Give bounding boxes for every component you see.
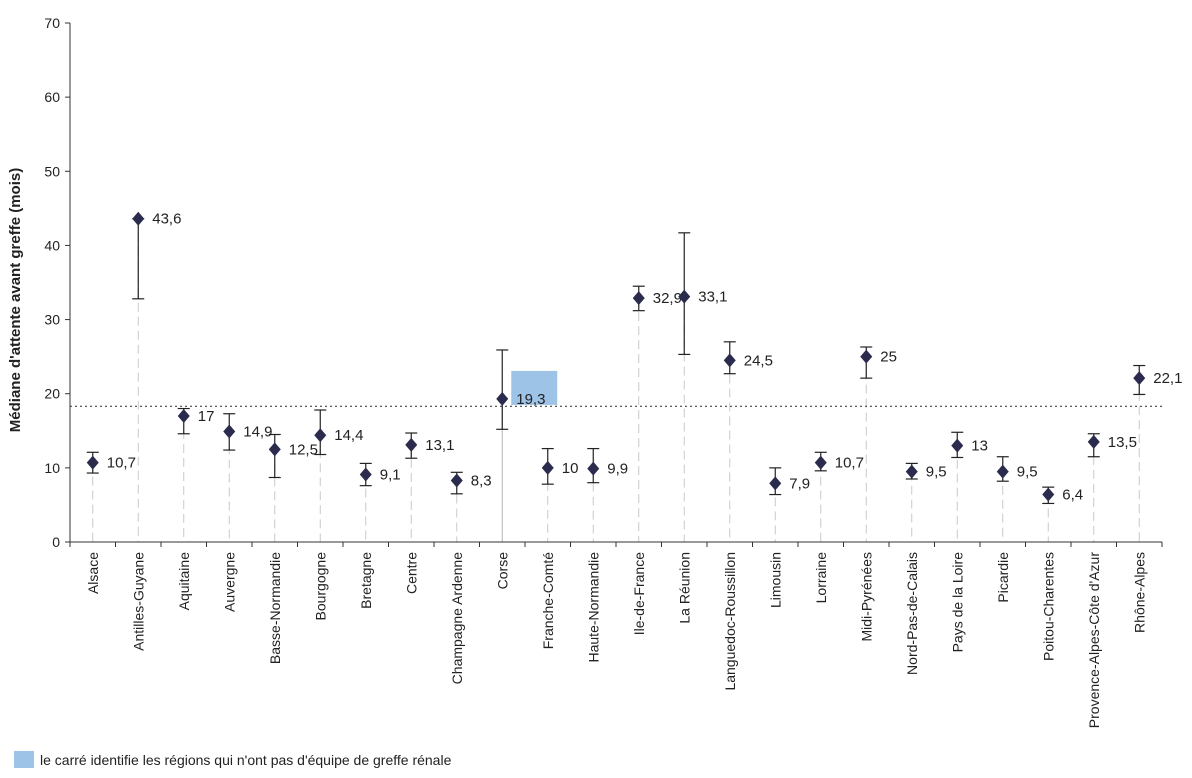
data-label: 9,1 bbox=[380, 467, 401, 484]
legend-swatch bbox=[14, 751, 34, 768]
x-tick-label: Limousin bbox=[767, 552, 783, 608]
data-point bbox=[814, 455, 827, 470]
data-point bbox=[86, 455, 99, 470]
x-tick-label: Centre bbox=[403, 552, 419, 594]
x-tick-label: Champagne Ardenne bbox=[449, 552, 465, 685]
data-label: 7,9 bbox=[789, 475, 810, 492]
y-axis-label: Médiane d'attente avant greffe (mois) bbox=[7, 168, 24, 432]
data-point bbox=[905, 464, 918, 479]
x-tick-label: Alsace bbox=[85, 552, 101, 594]
y-tick-label: 30 bbox=[44, 312, 60, 328]
no-team-highlight bbox=[511, 370, 558, 405]
y-tick-label: 50 bbox=[44, 163, 60, 179]
data-label: 10,7 bbox=[107, 455, 136, 472]
data-point bbox=[1133, 371, 1146, 386]
x-tick-label: Rhône-Alpes bbox=[1131, 552, 1147, 633]
data-point bbox=[996, 464, 1009, 479]
data-point bbox=[860, 349, 873, 364]
x-tick-label: Aquitaine bbox=[176, 552, 192, 611]
data-label: 22,1 bbox=[1153, 370, 1182, 387]
x-tick-label: Antilles-Guyane bbox=[130, 552, 146, 651]
data-label: 8,3 bbox=[471, 472, 492, 489]
x-tick-label: Picardie bbox=[995, 552, 1011, 603]
data-point bbox=[678, 289, 691, 304]
data-point bbox=[268, 442, 281, 457]
chart-marks: 10,7 43,6 17 14,9 12,5 14,4 9,1 13,1 8,3 19,3 10 9,… bbox=[86, 211, 1182, 505]
data-point bbox=[951, 438, 964, 453]
data-point bbox=[223, 424, 236, 439]
legend: le carré identifie les régions qui n'ont… bbox=[14, 751, 451, 768]
x-tick-label: Franche-Comté bbox=[540, 552, 556, 649]
chart-axes: 0 10 20 30 40 50 60 70 Alsace Antilles-Guyane Aqui… bbox=[44, 15, 1163, 729]
x-tick-label: Poitou-Charentes bbox=[1040, 552, 1056, 661]
x-tick-label: Lorraine bbox=[813, 552, 829, 604]
data-point bbox=[587, 461, 600, 476]
data-label: 9,5 bbox=[926, 464, 947, 481]
data-label: 9,5 bbox=[1017, 464, 1038, 481]
data-point bbox=[632, 291, 645, 306]
data-label: 33,1 bbox=[698, 289, 727, 306]
x-tick-label: La Réunion bbox=[676, 552, 692, 624]
data-point bbox=[1042, 487, 1055, 502]
data-point bbox=[359, 467, 372, 482]
data-point bbox=[405, 437, 418, 452]
x-tick-label: Auvergne bbox=[221, 552, 237, 612]
x-tick-label: Provence-Alpes-Côte d'Azur bbox=[1086, 552, 1102, 729]
data-point bbox=[541, 460, 554, 475]
data-label: 25 bbox=[880, 349, 897, 366]
y-tick-label: 20 bbox=[44, 386, 60, 402]
x-tick-label: Midi-Pyrénées bbox=[858, 552, 874, 641]
data-label: 9,9 bbox=[607, 461, 628, 478]
x-tick-label: Bretagne bbox=[358, 552, 374, 609]
y-tick-label: 40 bbox=[44, 237, 60, 253]
data-label: 24,5 bbox=[744, 352, 773, 369]
data-label: 43,6 bbox=[152, 211, 181, 228]
y-tick-label: 70 bbox=[44, 15, 60, 31]
data-point bbox=[769, 476, 782, 491]
data-label: 14,4 bbox=[334, 427, 363, 444]
data-label: 13 bbox=[971, 438, 988, 455]
x-tick-label: Ile-de-France bbox=[631, 552, 647, 635]
chart-grid bbox=[70, 218, 1162, 542]
data-point bbox=[314, 428, 327, 443]
data-label: 19,3 bbox=[516, 391, 545, 408]
x-tick-label: Basse-Normandie bbox=[267, 552, 283, 664]
y-tick-label: 10 bbox=[44, 460, 60, 476]
data-point bbox=[1087, 434, 1100, 449]
data-label: 13,5 bbox=[1108, 434, 1137, 451]
x-tick-label: Nord-Pas-de-Calais bbox=[904, 552, 920, 675]
data-label: 32,9 bbox=[653, 290, 682, 307]
data-point bbox=[177, 408, 190, 423]
data-label: 14,9 bbox=[243, 424, 272, 441]
y-tick-label: 60 bbox=[44, 89, 60, 105]
data-label: 10 bbox=[562, 460, 579, 477]
data-point bbox=[132, 211, 145, 226]
data-point bbox=[450, 473, 463, 488]
x-tick-label: Pays de la Loire bbox=[949, 552, 965, 653]
data-point bbox=[723, 353, 736, 368]
x-tick-label: Languedoc-Roussillon bbox=[722, 552, 738, 691]
data-label: 13,1 bbox=[425, 437, 454, 454]
y-tick-label: 0 bbox=[52, 534, 60, 550]
x-tick-label: Corse bbox=[494, 552, 510, 590]
data-point bbox=[496, 391, 509, 406]
data-label: 10,7 bbox=[835, 455, 864, 472]
data-label: 17 bbox=[198, 408, 215, 425]
data-label: 12,5 bbox=[289, 441, 318, 458]
x-tick-label: Haute-Normandie bbox=[585, 552, 601, 663]
x-tick-label: Bourgogne bbox=[312, 552, 328, 621]
data-label: 6,4 bbox=[1062, 487, 1083, 504]
legend-text: le carré identifie les régions qui n'ont… bbox=[40, 751, 452, 768]
